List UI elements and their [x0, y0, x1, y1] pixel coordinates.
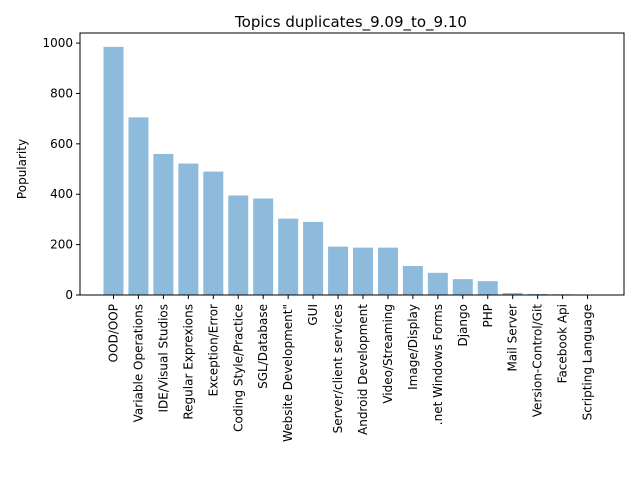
bar — [303, 221, 324, 295]
x-tick-label: GUI — [306, 304, 320, 326]
bar — [103, 46, 124, 295]
x-tick-label: Scripting Language — [581, 304, 595, 420]
x-tick-label: Variable Operations — [131, 304, 145, 422]
y-tick-label: 1000 — [42, 36, 73, 50]
bar — [228, 195, 249, 295]
x-tick-label: Django — [456, 304, 470, 347]
x-tick-label: Video/Streaming — [381, 304, 395, 404]
x-tick-label: Regular Exprexions — [181, 304, 195, 420]
bar — [253, 198, 274, 295]
bar — [353, 247, 373, 295]
x-axis: OOD/OOP Variable Operations IDE/Visual Stu… — [107, 295, 595, 442]
x-tick-label: OOD/OOP — [107, 304, 121, 362]
bars-group — [103, 46, 598, 295]
x-tick-label: Coding Style/Practice — [231, 304, 245, 432]
x-tick-label: Exception/Error — [206, 304, 220, 396]
bar — [128, 117, 149, 295]
bar — [452, 279, 473, 295]
chart-title: Topics duplicates_9.09_to_9.10 — [234, 13, 467, 32]
y-tick-label: 0 — [65, 288, 73, 302]
x-tick-label: Facebook Api — [556, 304, 570, 383]
x-tick-label: IDE/Visual Studios — [156, 304, 170, 413]
y-tick-label: 200 — [50, 238, 73, 252]
bar — [278, 218, 299, 295]
bar — [477, 281, 498, 295]
y-axis: 0 200 400 600 800 1000 — [42, 36, 80, 302]
x-tick-label: Image/Display — [406, 304, 420, 390]
x-tick-label: SGL/Database — [256, 304, 270, 389]
bar — [402, 266, 423, 295]
bar — [203, 171, 224, 295]
y-tick-label: 400 — [50, 187, 73, 201]
bar — [502, 292, 523, 295]
y-axis-label: Popularity — [15, 139, 29, 199]
bar — [377, 247, 398, 295]
x-tick-label: .net Windows Forms — [431, 304, 445, 425]
bar — [427, 272, 448, 295]
y-tick-label: 800 — [50, 86, 73, 100]
x-tick-label: PHP — [481, 304, 495, 328]
bar — [328, 246, 349, 295]
x-tick-label: Mail Server — [506, 304, 520, 372]
bar — [527, 293, 548, 295]
x-tick-label: Android Development — [356, 304, 370, 435]
bar — [178, 163, 199, 295]
x-tick-label: Website Development" — [281, 304, 295, 442]
bar — [153, 153, 174, 295]
x-tick-label: Version-Control/Git — [531, 304, 545, 418]
y-tick-label: 600 — [50, 137, 73, 151]
x-tick-label: Server/client services — [331, 304, 345, 433]
plot-frame — [79, 32, 625, 296]
